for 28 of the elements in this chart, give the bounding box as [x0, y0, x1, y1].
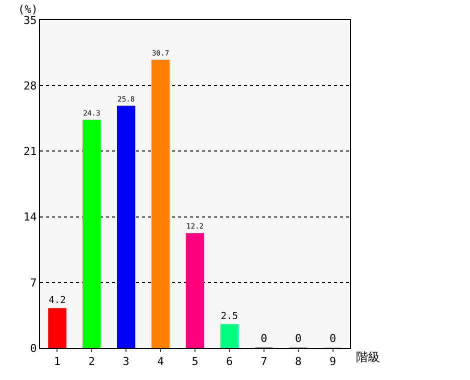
- x-tick-label: 5: [192, 355, 198, 368]
- x-axis-title: 階級: [356, 350, 380, 364]
- bar: [48, 308, 66, 348]
- data-label: 2.5: [220, 310, 238, 322]
- data-label: 0: [260, 332, 268, 345]
- x-tick-label: 9: [329, 355, 336, 368]
- data-label: 4.2: [48, 295, 66, 306]
- y-tick-label: 7: [30, 276, 37, 290]
- y-tick-label: 0: [30, 342, 37, 355]
- bar: [151, 60, 170, 348]
- x-tick-label: 1: [54, 355, 61, 368]
- y-axis-title: (%): [18, 3, 38, 16]
- bar: [186, 233, 204, 348]
- x-tick-label: 4: [157, 355, 164, 368]
- y-tick-label: 35: [24, 14, 37, 27]
- x-tick-label: 6: [226, 355, 233, 368]
- y-tick-label: 21: [24, 145, 37, 158]
- x-tick-label: 7: [260, 355, 268, 368]
- data-label: 0: [329, 332, 336, 345]
- data-label: 0: [295, 332, 302, 345]
- y-tick-label: 28: [24, 79, 37, 92]
- bar: [82, 120, 101, 348]
- y-tick-label: 14: [24, 210, 38, 224]
- x-tick-label: 3: [122, 355, 130, 368]
- x-tick-label: 8: [295, 355, 302, 368]
- x-tick-label: 2: [88, 355, 95, 368]
- bar: [220, 324, 239, 348]
- bar: [117, 106, 136, 348]
